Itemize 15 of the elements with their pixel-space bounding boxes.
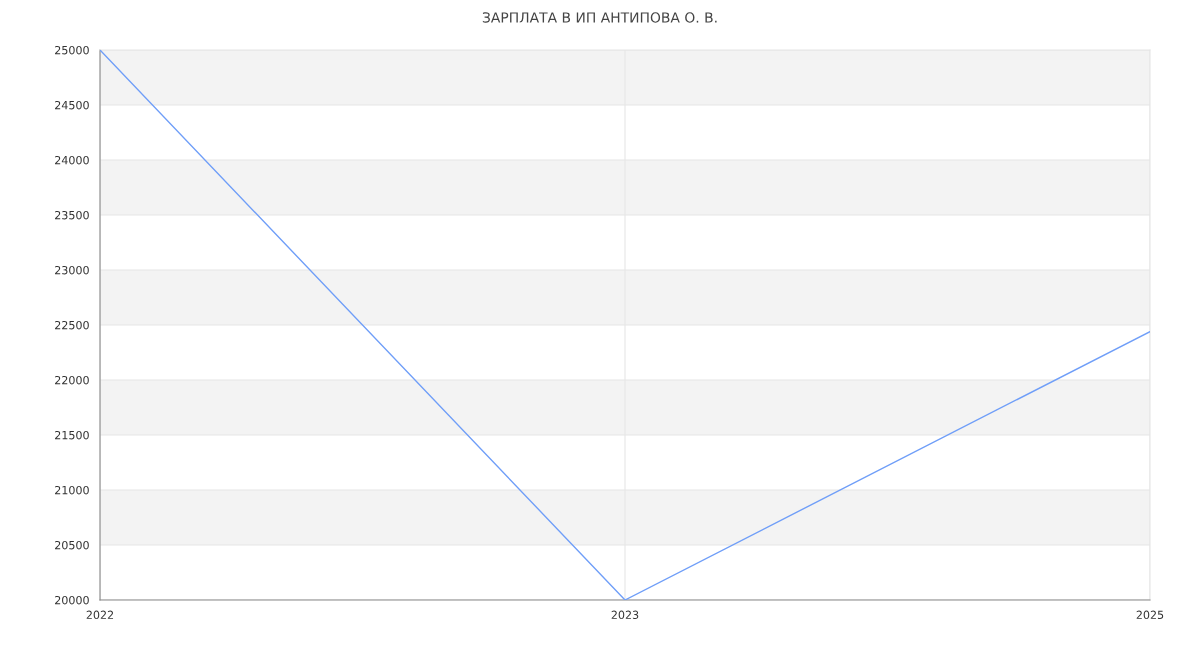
y-tick-label: 20000 xyxy=(55,595,89,605)
y-tick-label: 23500 xyxy=(55,210,89,220)
y-tick-label: 20500 xyxy=(55,540,89,550)
y-tick-label: 23000 xyxy=(55,265,89,275)
x-tick-label: 2025 xyxy=(1136,610,1164,620)
y-tick-label: 24000 xyxy=(55,155,89,165)
y-tick-label: 22000 xyxy=(55,375,89,385)
y-tick-label: 21000 xyxy=(55,485,89,495)
x-tick-label: 2022 xyxy=(86,610,114,620)
chart-title: ЗАРПЛАТА В ИП АНТИПОВА О. В. xyxy=(482,12,717,23)
x-tick-label: 2023 xyxy=(611,610,639,620)
y-tick-label: 21500 xyxy=(55,430,89,440)
y-tick-label: 25000 xyxy=(55,45,89,55)
y-tick-label: 24500 xyxy=(55,100,89,110)
y-tick-label: 22500 xyxy=(55,320,89,330)
